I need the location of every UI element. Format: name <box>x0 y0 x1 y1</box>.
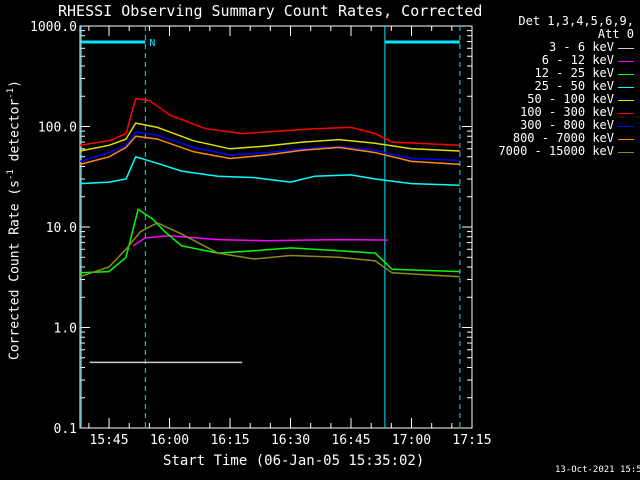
legend-swatch <box>618 74 634 75</box>
x-tick-label: 15:45 <box>89 433 128 448</box>
legend-swatch <box>618 152 634 153</box>
y-axis-label-end: ) <box>7 80 23 88</box>
y-axis-label: Corrected Count Rate (s-1 detector-1) <box>6 80 22 360</box>
x-tick-label: 17:00 <box>392 433 431 448</box>
legend-swatch <box>618 126 634 127</box>
legend-swatch <box>618 100 634 101</box>
x-axis-label: Start Time (06-Jan-05 15:35:02) <box>163 453 425 469</box>
flag-label: N <box>149 38 155 49</box>
y-tick-label: 1000.0 <box>30 20 77 35</box>
legend-swatch <box>618 87 634 88</box>
y-axis-label-main: Corrected Count Rate (s <box>7 179 23 360</box>
legend-entry: 300 - 800 keV <box>520 118 614 132</box>
series-line <box>79 208 460 274</box>
legend-entry: 100 - 300 keV <box>520 105 614 119</box>
series-line <box>79 97 460 147</box>
series-line <box>79 135 460 166</box>
y-axis-label-sup-1: -1 <box>6 169 16 180</box>
legend-entry: 50 - 100 keV <box>527 92 614 106</box>
x-tick-label: 17:15 <box>452 433 491 448</box>
y-axis-label-mid: detector <box>7 98 23 170</box>
legend-entry: 25 - 50 keV <box>534 79 614 93</box>
legend-swatch <box>618 48 634 49</box>
y-tick-label: 1.0 <box>54 322 77 337</box>
y-tick-label: 10.0 <box>46 221 77 236</box>
legend-header-2: Att 0 <box>597 27 634 41</box>
legend-entry: 7000 - 15000 keV <box>498 144 614 158</box>
legend-swatch <box>618 113 634 114</box>
x-tick-label: 16:00 <box>150 433 189 448</box>
legend-entry: 3 - 6 keV <box>548 40 614 54</box>
x-tick-label: 16:30 <box>271 433 310 448</box>
x-tick-label: 16:15 <box>210 433 249 448</box>
chart-title: RHESSI Observing Summary Count Rates, Co… <box>58 2 483 20</box>
y-tick-label: 100.0 <box>38 121 77 136</box>
legend-entry: 6 - 12 keV <box>541 53 614 67</box>
series-line <box>79 221 460 278</box>
series-line <box>79 131 460 163</box>
series-line <box>132 234 388 247</box>
legend-entry: 12 - 25 keV <box>534 66 614 80</box>
series-line <box>79 122 460 152</box>
timestamp: 13-Oct-2021 15:59 <box>555 465 640 475</box>
legend-header-1: Det 1,3,4,5,6,9, <box>518 14 634 28</box>
x-tick-label: 16:45 <box>331 433 370 448</box>
legend-swatch <box>618 61 634 62</box>
y-axis-label-sup-2: -1 <box>6 87 16 99</box>
series-line <box>79 155 460 187</box>
plot-frame <box>79 25 473 429</box>
legend-swatch <box>618 139 634 140</box>
y-tick-label: 0.1 <box>54 422 77 437</box>
legend-entry: 800 - 7000 keV <box>512 131 614 145</box>
